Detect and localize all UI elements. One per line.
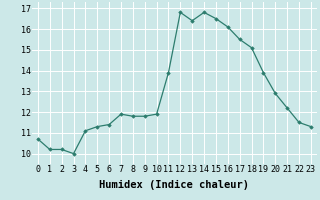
X-axis label: Humidex (Indice chaleur): Humidex (Indice chaleur)	[100, 180, 249, 190]
